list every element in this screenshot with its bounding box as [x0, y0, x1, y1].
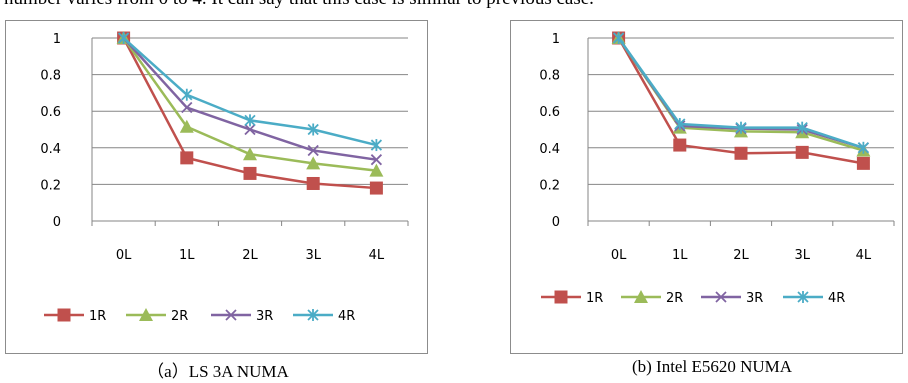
y-tick-label: 0.2	[539, 178, 560, 193]
data-point	[673, 138, 687, 152]
data-point	[243, 166, 257, 180]
data-point	[856, 156, 870, 170]
y-tick-label: 0	[552, 215, 560, 230]
x-tick-label: 1L	[672, 248, 688, 263]
legend-marker	[634, 290, 648, 303]
y-tick-label: 0	[53, 215, 61, 230]
data-point	[181, 88, 193, 101]
legend: 1R 2R 3R 4R	[44, 308, 355, 324]
legend-label: 3R	[256, 309, 273, 324]
x-tick-label: 2L	[242, 248, 258, 263]
legend-item: 1R	[541, 290, 603, 306]
x-tick-label: 2L	[733, 248, 749, 263]
data-point	[674, 118, 686, 131]
legend-marker	[57, 308, 71, 322]
data-point	[180, 151, 194, 165]
data-point	[612, 32, 625, 44]
data-point	[244, 123, 256, 136]
legend-item: 2R	[621, 290, 683, 306]
data-point	[857, 141, 870, 154]
legend-item: 3R	[211, 309, 273, 324]
chart-panel-right: 0 0.2 0.4 0.6 0.8 1 0L 1L 2L 3L 4L 1R 2R 3R 4R	[510, 20, 903, 354]
data-point	[734, 146, 748, 160]
legend-marker	[139, 308, 153, 321]
legend-label: 4R	[828, 291, 845, 306]
data-point	[735, 121, 747, 134]
x-tick-label: 3L	[305, 248, 321, 263]
series-1R	[117, 31, 383, 195]
legend-label: 4R	[338, 309, 355, 324]
data-point	[307, 144, 319, 157]
legend-item: 1R	[44, 308, 106, 324]
data-point	[181, 101, 193, 114]
data-point	[370, 139, 383, 152]
x-tick-label: 4L	[369, 248, 385, 263]
x-tick-label: 0L	[116, 248, 132, 263]
series-4R	[612, 32, 870, 154]
legend-item: 4R	[783, 291, 845, 306]
data-point	[306, 156, 321, 170]
y-tick-label: 0.6	[40, 105, 61, 120]
y-tick-label: 1	[552, 32, 560, 47]
legend-item: 4R	[293, 309, 355, 324]
legend-marker	[225, 309, 237, 321]
legend-marker	[715, 291, 727, 303]
data-point	[117, 32, 130, 44]
data-point	[179, 119, 194, 133]
data-point	[244, 114, 256, 127]
legend-label: 2R	[171, 309, 188, 324]
data-point	[243, 147, 257, 161]
x-tick-label: 0L	[611, 248, 627, 263]
series-4R	[117, 32, 383, 152]
legend-marker	[307, 309, 319, 321]
x-tick-label: 3L	[794, 248, 810, 263]
chart-panel-left: 0 0.2 0.4 0.6 0.8 1 0L 1L 2L 3L 4L 1R 2R 3R 4R	[5, 20, 428, 354]
y-tick-label: 0.8	[539, 69, 560, 84]
data-point	[369, 181, 383, 195]
legend-marker	[797, 291, 809, 303]
legend-label: 3R	[746, 291, 763, 306]
legend-label: 2R	[666, 291, 683, 306]
body-text-line: number varies from 0 to 4. It can say th…	[4, 0, 594, 10]
caption-left: （a）LS 3A NUMA	[147, 362, 289, 381]
series-1R	[612, 31, 870, 170]
y-tick-label: 0.4	[40, 142, 61, 157]
legend: 1R 2R 3R 4R	[541, 290, 845, 306]
legend-label: 1R	[586, 291, 603, 306]
y-tick-label: 0.6	[539, 105, 560, 120]
series-3R	[117, 32, 383, 166]
y-tick-label: 1	[53, 32, 61, 47]
chart-right-svg: 0 0.2 0.4 0.6 0.8 1 0L 1L 2L 3L 4L 1R 2R 3R 4R	[539, 31, 895, 306]
legend-label: 1R	[89, 309, 106, 324]
x-tick-label: 1L	[179, 248, 195, 263]
series-line	[617, 37, 864, 165]
data-point	[369, 163, 384, 177]
data-point	[307, 123, 319, 136]
data-point	[306, 176, 320, 190]
caption-right: (b) Intel E5620 NUMA	[631, 357, 793, 376]
data-point	[795, 145, 809, 159]
series-line	[122, 37, 377, 161]
y-tick-label: 0.4	[539, 142, 560, 157]
legend-item: 3R	[701, 291, 763, 306]
y-tick-label: 0.8	[40, 69, 61, 84]
x-tick-label: 4L	[856, 248, 872, 263]
data-point	[370, 154, 383, 166]
chart-left-svg: 0 0.2 0.4 0.6 0.8 1 0L 1L 2L 3L 4L 1R 2R 3R 4R	[40, 31, 409, 324]
y-tick-label: 0.2	[40, 178, 61, 193]
legend-marker	[554, 290, 568, 304]
legend-item: 2R	[126, 308, 188, 324]
data-point	[796, 121, 808, 134]
